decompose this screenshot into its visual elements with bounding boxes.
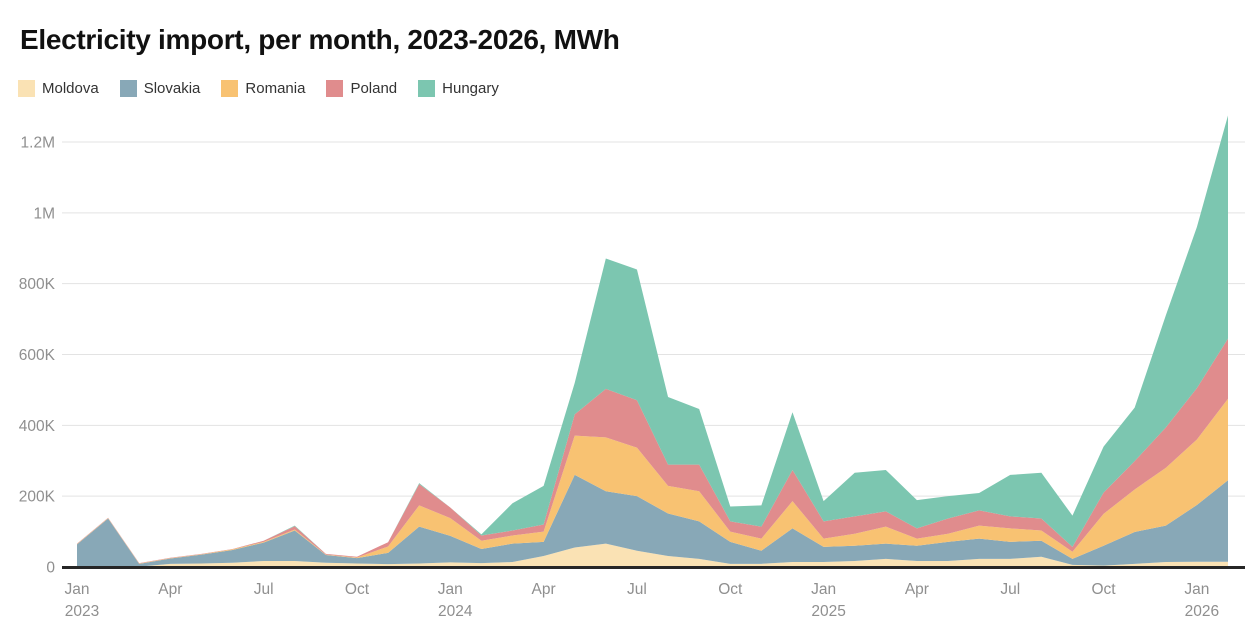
x-axis-label: Oct xyxy=(1092,581,1117,598)
legend-label: Slovakia xyxy=(143,80,201,97)
legend-swatch-hungary xyxy=(418,80,436,97)
area-slovakia xyxy=(77,474,1228,567)
legend-swatch-slovakia xyxy=(119,80,137,97)
area-romania xyxy=(77,398,1228,564)
legend-item-slovakia: Slovakia xyxy=(119,80,201,97)
x-axis-label: Jan xyxy=(65,581,90,598)
legend-swatch-romania xyxy=(221,80,239,97)
legend-label: Romania xyxy=(245,80,306,97)
legend-item-hungary: Hungary xyxy=(418,80,499,97)
y-axis-label: 1M xyxy=(33,205,55,222)
x-axis-label: Apr xyxy=(905,581,929,598)
y-axis-label: 600K xyxy=(19,347,56,364)
x-axis-label: Oct xyxy=(718,581,743,598)
legend-item-romania: Romania xyxy=(221,80,305,97)
legend-label: Moldova xyxy=(42,80,99,97)
x-axis-label: Apr xyxy=(532,581,556,598)
legend-swatch-poland xyxy=(326,80,344,97)
x-axis-year-label: 2026 xyxy=(1185,603,1219,620)
x-axis-label: Jan xyxy=(1184,581,1209,598)
legend-swatch-moldova xyxy=(18,80,35,97)
y-axis-label: 200K xyxy=(19,489,56,506)
x-axis-year-label: 2023 xyxy=(65,603,99,620)
x-axis-label: Jul xyxy=(254,581,274,598)
area-hungary xyxy=(77,115,1228,564)
legend-label: Poland xyxy=(350,80,398,97)
legend-label: Hungary xyxy=(442,80,499,97)
y-axis-label: 0 xyxy=(46,560,55,577)
x-axis-year-label: 2024 xyxy=(438,603,473,620)
x-axis-line xyxy=(62,566,1245,569)
y-axis-label: 400K xyxy=(19,418,56,435)
x-axis-label: Oct xyxy=(345,581,370,598)
x-axis-label: Jan xyxy=(811,581,836,598)
x-axis-label: Jul xyxy=(1000,581,1020,598)
x-axis-label: Jan xyxy=(438,581,463,598)
y-axis-label: 1.2M xyxy=(21,135,55,152)
legend: Moldova Slovakia Romania Poland Hungary xyxy=(18,80,499,97)
legend-item-poland: Poland xyxy=(326,80,397,97)
chart-title: Electricity import, per month, 2023-2026… xyxy=(20,24,620,55)
legend-item-moldova: Moldova xyxy=(18,80,99,97)
x-axis-label: Apr xyxy=(158,581,182,598)
y-axis-label: 800K xyxy=(19,276,56,293)
x-axis-label: Jul xyxy=(627,581,647,598)
area-poland xyxy=(77,338,1228,564)
area-moldova xyxy=(77,543,1228,567)
x-axis-year-label: 2025 xyxy=(811,603,845,620)
